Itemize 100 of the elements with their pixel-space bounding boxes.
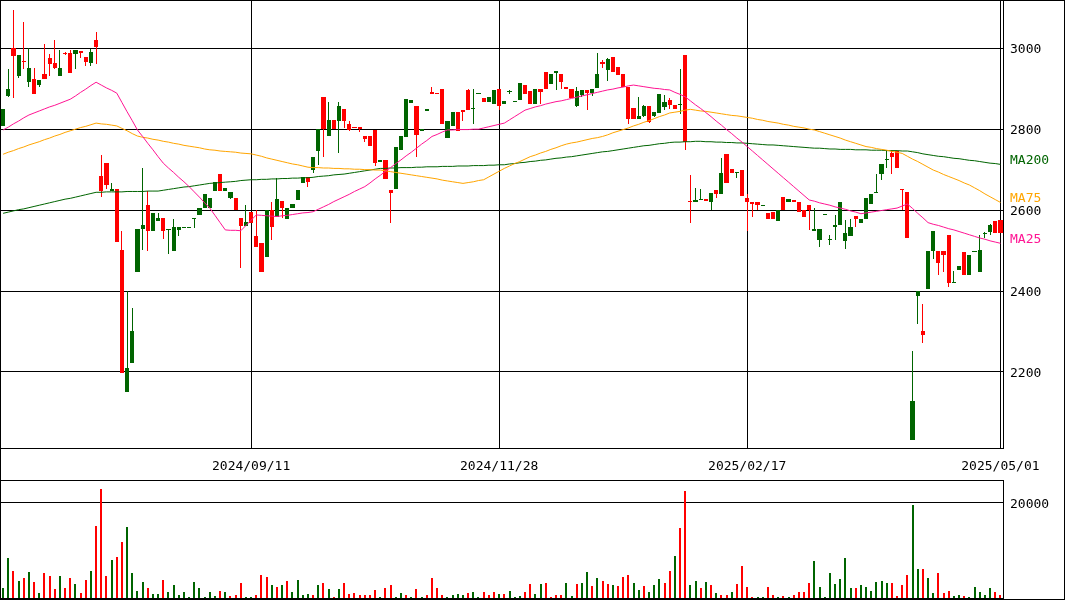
bar [27,571,30,598]
bar [648,591,651,598]
bar [120,542,123,598]
bar [942,592,945,598]
bar [126,526,129,598]
bar [146,587,149,598]
candlestick [920,303,925,344]
y-tick-label: 2200 [1010,364,1042,380]
bar [162,579,165,598]
candlestick [161,217,166,240]
bar [844,558,847,598]
bar [157,594,160,598]
bar [312,595,315,598]
bar [937,572,940,598]
bar [343,582,346,598]
bar [493,592,495,598]
bar [508,591,511,598]
bar [141,581,144,598]
bar [208,592,211,598]
bar [653,584,656,598]
bar [296,579,299,598]
bar [803,591,806,598]
bar [219,591,222,598]
bar [611,584,614,598]
bar [53,589,56,598]
candlestick [238,217,243,269]
bar [932,592,935,598]
candlestick [280,200,285,219]
bar [115,557,118,598]
candlestick [11,9,16,99]
y-tick-label: 3000 [1010,41,1042,57]
bar [916,568,919,598]
bar [994,591,997,598]
bar [544,582,547,598]
bar [813,560,816,598]
bar [368,595,371,598]
candlestick [32,67,37,95]
bar [467,593,470,598]
bar [741,565,744,598]
bar [89,570,92,598]
y-tick-label: 20000 [1010,495,1050,511]
bar [668,570,671,598]
bar [601,580,604,598]
bar [456,594,459,598]
bar [363,595,366,598]
bar [539,583,542,598]
bar [808,582,811,598]
bar [337,589,340,598]
x-tick-label: 2025/02/17 [708,458,787,473]
bar [663,582,666,598]
bar [875,581,878,598]
bar [921,568,924,598]
bar [48,575,51,598]
bar [699,588,702,598]
candlestick [192,217,197,229]
bar [110,559,113,598]
candlestick [26,47,32,88]
bar [425,595,428,598]
y-tick-label: 2800 [1010,122,1042,138]
bar [69,578,72,598]
bar [849,588,852,598]
bar [306,594,309,598]
bar [503,594,506,598]
candlestick [595,52,600,89]
candlestick [677,68,683,115]
bar [151,594,154,598]
bar [606,583,609,598]
bar [38,593,41,598]
bar [746,587,749,598]
bar [885,582,888,598]
bar [591,586,594,598]
candlestick [42,43,47,80]
bar [870,590,873,598]
bar [301,595,304,598]
bar [797,591,800,598]
bar [596,578,599,598]
candlestick [931,230,936,260]
candlestick [832,214,838,241]
candlestick [52,39,57,70]
bar [839,578,842,598]
bar [105,575,108,598]
bar [193,581,196,598]
bar [389,584,392,598]
bar [415,589,418,598]
bar [689,584,692,598]
bar [973,587,976,598]
candlestick [326,101,331,137]
bar [617,586,620,598]
bar [79,593,82,598]
bar [17,580,20,598]
x-tick-label: 2025/05/01 [961,458,1040,473]
bar [12,570,15,598]
bar [673,555,676,598]
bar [834,583,837,598]
candlestick [21,21,26,70]
bar [399,593,402,598]
bar [275,586,278,598]
bar [565,582,568,598]
bar [978,591,981,598]
bar [735,583,738,598]
